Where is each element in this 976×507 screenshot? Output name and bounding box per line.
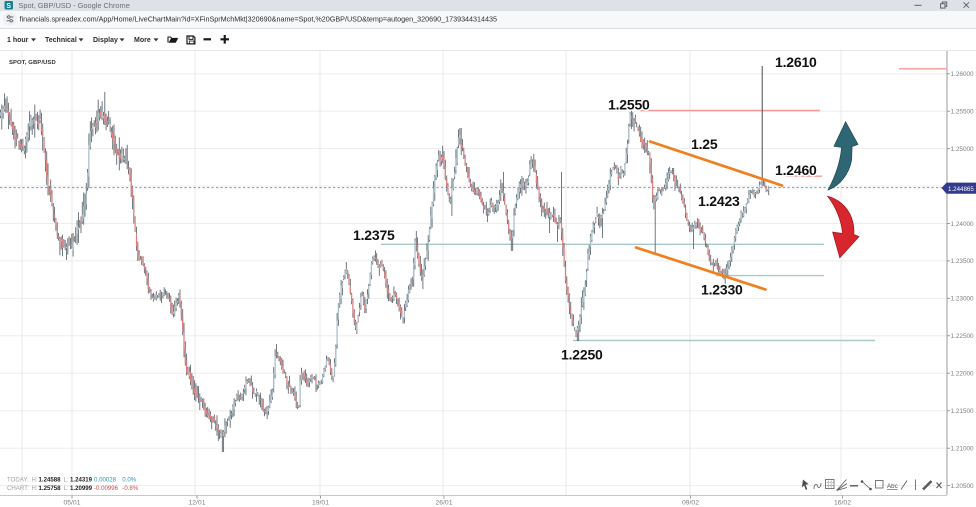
svg-text:1.2375: 1.2375	[353, 227, 395, 243]
svg-text:1.21500: 1.21500	[951, 408, 975, 415]
svg-text:1.244865: 1.244865	[948, 186, 974, 193]
svg-text:1.2330: 1.2330	[701, 282, 743, 298]
svg-text:1.2550: 1.2550	[608, 97, 650, 113]
svg-text:Display: Display	[93, 37, 118, 44]
svg-text:12/01: 12/01	[188, 500, 205, 507]
svg-text:1.25500: 1.25500	[951, 109, 975, 116]
svg-text:1.22500: 1.22500	[951, 333, 975, 340]
svg-text:1.20999: 1.20999	[70, 485, 93, 492]
svg-text:1.20500: 1.20500	[951, 483, 975, 490]
svg-text:1.23500: 1.23500	[951, 258, 975, 265]
svg-text:1.26000: 1.26000	[951, 71, 975, 78]
svg-text:More: More	[134, 37, 151, 44]
svg-text:1.24319: 1.24319	[70, 476, 93, 483]
svg-text:1.24588: 1.24588	[39, 476, 62, 483]
svg-text:05/01: 05/01	[63, 500, 80, 507]
svg-text:1.2610: 1.2610	[775, 54, 817, 70]
svg-text:Spot, GBP/USD - Google Chrome: Spot, GBP/USD - Google Chrome	[19, 1, 130, 10]
svg-text:1.25: 1.25	[691, 136, 718, 152]
svg-text:financials.spreadex.com/App/Ho: financials.spreadex.com/App/Home/LiveCha…	[20, 15, 498, 24]
svg-text:1.22000: 1.22000	[951, 371, 975, 378]
svg-text:TODAY:: TODAY:	[7, 476, 29, 483]
svg-text:CHART:: CHART:	[7, 485, 29, 492]
svg-text:1 hour: 1 hour	[7, 37, 29, 44]
svg-text:Abc: Abc	[887, 483, 898, 490]
svg-text:0.0%: 0.0%	[122, 476, 136, 483]
svg-text:0.00028: 0.00028	[94, 476, 117, 483]
svg-text:1.25758: 1.25758	[39, 485, 62, 492]
svg-text:H:: H:	[32, 476, 38, 483]
svg-text:1.21000: 1.21000	[951, 446, 975, 453]
svg-text:26/01: 26/01	[435, 500, 452, 507]
svg-text:-0.00996: -0.00996	[94, 485, 119, 492]
svg-text:Technical: Technical	[45, 37, 77, 44]
svg-text:1.2460: 1.2460	[775, 162, 817, 178]
svg-text:09/02: 09/02	[682, 500, 699, 507]
svg-text:16/02: 16/02	[834, 500, 851, 507]
svg-text:SPOT, GBP/USD: SPOT, GBP/USD	[9, 60, 56, 66]
svg-text:1.25000: 1.25000	[951, 146, 975, 153]
svg-text:1.24000: 1.24000	[951, 221, 975, 228]
svg-text:1.2423: 1.2423	[698, 193, 740, 209]
svg-text:19/01: 19/01	[312, 500, 329, 507]
svg-text:H:: H:	[32, 485, 38, 492]
svg-text:-0.8%: -0.8%	[122, 485, 139, 492]
svg-text:1.23000: 1.23000	[951, 296, 975, 303]
svg-text:L:: L:	[64, 476, 69, 483]
svg-text:L:: L:	[64, 485, 69, 492]
svg-text:1.2250: 1.2250	[561, 347, 603, 363]
svg-text:S: S	[6, 3, 11, 10]
